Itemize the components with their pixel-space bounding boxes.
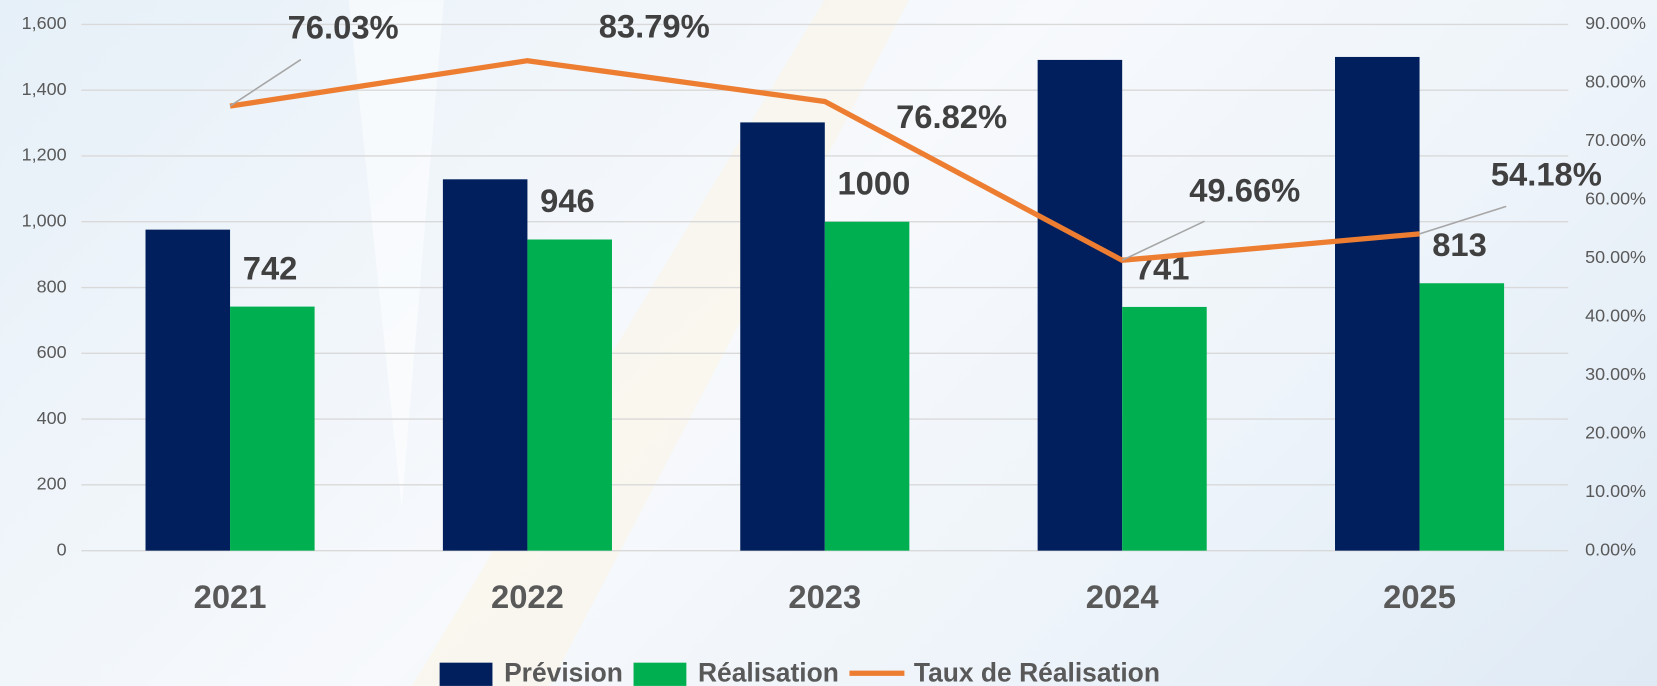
legend-swatch: [439, 662, 493, 686]
bar: [740, 122, 825, 551]
bar: [145, 229, 231, 551]
y2-tick-label: 80.00%: [1585, 72, 1646, 92]
data-label: 742: [243, 249, 298, 286]
leader-line: [229, 58, 302, 107]
bar: [442, 179, 528, 551]
data-label: 813: [1432, 226, 1487, 263]
y-tick-label: 800: [37, 276, 67, 296]
legend-label: Réalisation: [698, 657, 839, 686]
y-tick-label: 1,400: [22, 79, 67, 99]
x-tick-label: 2025: [1383, 578, 1456, 615]
leader-line: [1121, 220, 1205, 261]
data-label: 83.79%: [599, 8, 710, 45]
bar: [824, 221, 910, 551]
y-tick-label: 1,000: [22, 210, 67, 230]
y2-tick-label: 50.00%: [1585, 247, 1646, 267]
data-label: 946: [540, 182, 595, 219]
legend-label: Taux de Réalisation: [914, 657, 1160, 686]
x-tick-label: 2022: [491, 578, 564, 615]
leader-line: [1419, 205, 1507, 235]
data-label: 1000: [837, 164, 910, 201]
background-swoosh: [348, 0, 444, 508]
y-tick-label: 200: [37, 474, 67, 494]
y2-tick-label: 30.00%: [1585, 364, 1646, 384]
line: [229, 58, 1420, 263]
x-tick-label: 2024: [1086, 578, 1160, 615]
data-label: 76.82%: [896, 98, 1007, 135]
x-tick-label: 2023: [788, 578, 861, 615]
bar: [1122, 306, 1207, 551]
y2-tick-label: 20.00%: [1585, 422, 1646, 442]
x-tick-label: 2021: [194, 578, 267, 615]
y-tick-label: 400: [37, 408, 67, 428]
bar: [527, 239, 612, 551]
legend-label: Prévision: [504, 657, 623, 686]
bar: [1335, 56, 1420, 551]
y2-tick-label: 10.00%: [1585, 481, 1646, 501]
y2-tick-label: 0.00%: [1585, 539, 1636, 559]
y2-tick-label: 70.00%: [1585, 130, 1646, 150]
y-tick-label: 1,600: [22, 13, 67, 33]
data-label: 54.18%: [1491, 155, 1602, 192]
bar: [1419, 283, 1505, 551]
y2-tick-label: 60.00%: [1585, 189, 1646, 209]
y-tick-label: 0: [57, 539, 67, 559]
data-label: 49.66%: [1189, 171, 1300, 208]
y-tick-label: 1,200: [22, 145, 67, 165]
bar: [1037, 59, 1123, 551]
bar: [230, 306, 315, 551]
y2-tick-label: 90.00%: [1585, 13, 1646, 33]
y2-tick-label: 40.00%: [1585, 306, 1646, 326]
y-tick-label: 600: [37, 342, 67, 362]
legend-swatch: [633, 662, 687, 686]
data-label: 76.03%: [288, 9, 399, 46]
